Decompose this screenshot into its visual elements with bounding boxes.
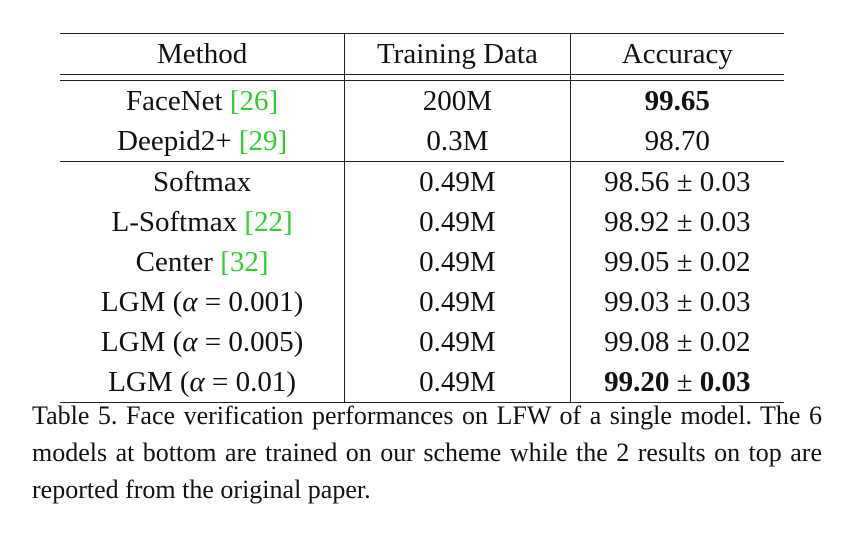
accuracy-cell: 99.65 — [644, 85, 710, 117]
results-table: Method Training Data Accuracy FaceNet [2… — [60, 33, 784, 403]
header-method: Method — [60, 33, 346, 75]
double-rule — [60, 74, 784, 81]
training-data-cell: 0.49M — [344, 161, 571, 202]
training-data-cell: 0.49M — [344, 322, 571, 362]
method-cell: FaceNet [26] — [60, 80, 346, 121]
table-row: Center [32] 0.49M 99.05 ± 0.02 — [60, 242, 784, 282]
training-data-cell: 0.3M — [344, 121, 571, 162]
accuracy-cell: 99.05 ± 0.02 — [604, 246, 751, 278]
results-table-container: Method Training Data Accuracy FaceNet [2… — [60, 33, 784, 403]
method-cell: LGM (α = 0.005) — [60, 322, 346, 362]
reported-results-group: FaceNet [26] 200M 99.65 Deepid2+ [29] 0.… — [60, 80, 784, 162]
table-row: LGM (α = 0.005) 0.49M 99.08 ± 0.02 — [60, 322, 784, 362]
header-training-data: Training Data — [344, 33, 571, 75]
table-row: Softmax 0.49M 98.56 ± 0.03 — [60, 161, 784, 202]
accuracy-cell: 99.08 ± 0.02 — [604, 326, 751, 358]
method-cell: Deepid2+ [29] — [60, 121, 346, 162]
method-cell: Center [32] — [60, 242, 346, 282]
training-data-cell: 0.49M — [344, 282, 571, 322]
citation-link[interactable]: [29] — [238, 125, 288, 157]
training-data-cell: 0.49M — [344, 242, 571, 282]
table-row: LGM (α = 0.01) 0.49M 99.20 ± 0.03 — [60, 362, 784, 403]
method-cell: LGM (α = 0.01) — [60, 362, 346, 403]
table-row: LGM (α = 0.001) 0.49M 99.03 ± 0.03 — [60, 282, 784, 322]
trained-models-group: Softmax 0.49M 98.56 ± 0.03 L-Softmax [22… — [60, 161, 784, 403]
header-row: Method Training Data Accuracy — [60, 33, 784, 75]
method-cell: LGM (α = 0.001) — [60, 282, 346, 322]
citation-link[interactable]: [26] — [229, 85, 279, 117]
training-data-cell: 0.49M — [344, 202, 571, 242]
training-data-cell: 0.49M — [344, 362, 571, 403]
table-row: Deepid2+ [29] 0.3M 98.70 — [60, 121, 784, 162]
accuracy-cell: 98.70 — [644, 125, 710, 157]
header-accuracy: Accuracy — [570, 33, 784, 75]
table-row: L-Softmax [22] 0.49M 98.92 ± 0.03 — [60, 202, 784, 242]
accuracy-cell: 98.92 ± 0.03 — [604, 206, 751, 238]
citation-link[interactable]: [22] — [244, 206, 293, 238]
table-caption: Table 5. Face verification performances … — [32, 401, 822, 504]
citation-link[interactable]: [32] — [220, 246, 269, 278]
accuracy-cell: 99.20 ± 0.03 — [570, 362, 784, 403]
table-row: FaceNet [26] 200M 99.65 — [60, 80, 784, 121]
accuracy-cell: 99.03 ± 0.03 — [604, 286, 751, 318]
accuracy-cell: 98.56 ± 0.03 — [570, 161, 784, 202]
training-data-cell: 200M — [344, 80, 571, 121]
method-cell: L-Softmax [22] — [60, 202, 346, 242]
method-cell: Softmax — [60, 161, 346, 202]
